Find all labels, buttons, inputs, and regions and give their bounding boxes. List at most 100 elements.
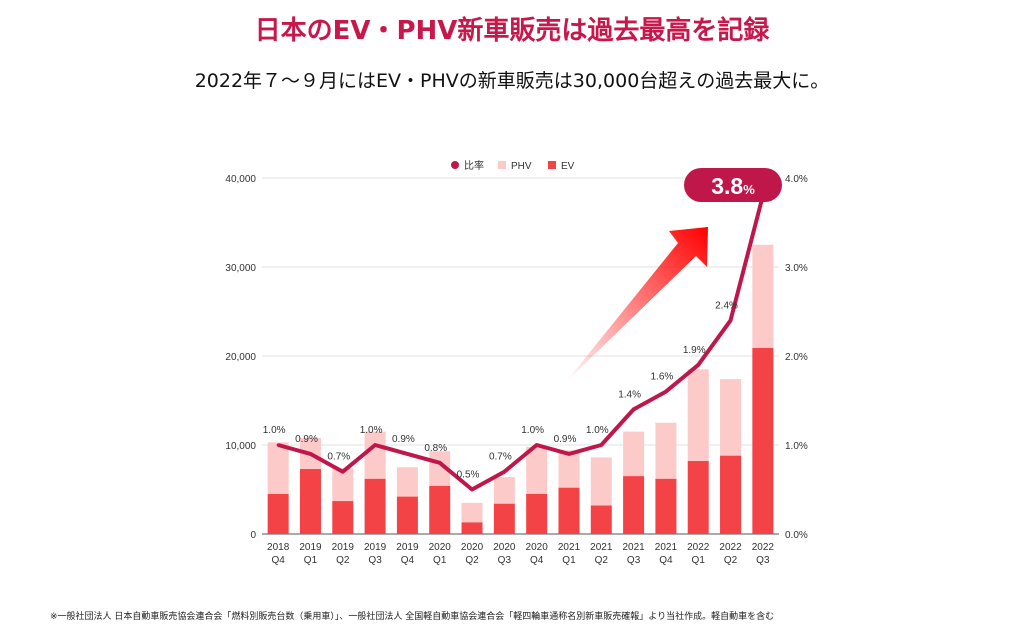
ratio-point — [405, 452, 409, 456]
ratio-data-label: 0.5% — [457, 470, 480, 481]
footnote: ※一般社団法人 日本自動車販売協会連合会「燃料別販売台数（乗用車）」、一般社団法… — [50, 612, 775, 622]
bar-ev — [429, 485, 451, 534]
x-tick-label-quarter: Q2 — [595, 555, 609, 566]
x-tick-label-quarter: Q3 — [498, 555, 512, 566]
bar-phv — [687, 369, 709, 462]
ratio-point — [470, 488, 474, 491]
bar-ev — [364, 478, 386, 534]
y-tick-label: 10,000 — [225, 441, 256, 452]
y2-tick-label: 3.0% — [785, 263, 808, 274]
ratio-data-label: 0.9% — [392, 434, 415, 445]
y-tick-label: 40,000 — [225, 174, 256, 185]
x-tick-label-quarter: Q4 — [271, 555, 285, 566]
bar-phv — [752, 244, 774, 348]
x-tick-label-year: 2022 — [719, 542, 742, 553]
ratio-data-label: 0.7% — [327, 452, 350, 463]
bar-ev — [461, 522, 483, 534]
x-tick-label-quarter: Q4 — [659, 555, 673, 566]
x-tick-label-year: 2020 — [526, 542, 549, 553]
x-tick-label-year: 2022 — [752, 542, 775, 553]
y-tick-label: 20,000 — [225, 352, 256, 363]
bar-phv — [720, 379, 742, 456]
x-tick-label-quarter: Q3 — [756, 555, 770, 566]
bar-ev — [623, 476, 645, 534]
bar-ev — [687, 461, 709, 534]
bar-ev — [590, 505, 612, 534]
ratio-point — [308, 452, 312, 456]
bar-phv — [493, 477, 515, 504]
ratio-data-label: 1.0% — [360, 425, 383, 436]
y-tick-label: 0 — [250, 530, 256, 541]
callout-unit: % — [743, 182, 755, 197]
bar-ev — [267, 493, 289, 534]
ratio-line — [277, 195, 765, 492]
y2-tick-label: 0.0% — [785, 530, 808, 541]
x-tick-label-year: 2019 — [299, 542, 322, 553]
x-tick-label-quarter: Q1 — [562, 555, 576, 566]
ratio-point — [535, 443, 539, 447]
ratio-data-label: 1.6% — [651, 372, 674, 383]
x-tick-label-quarter: Q1 — [304, 555, 318, 566]
bar-ev — [526, 493, 548, 534]
x-tick-label-year: 2021 — [558, 542, 581, 553]
ratio-point — [696, 363, 700, 367]
bar-ev — [655, 478, 677, 534]
ratio-point — [502, 470, 506, 474]
ratio-point — [341, 470, 345, 474]
bar-phv — [590, 457, 612, 506]
y2-tick-label: 2.0% — [785, 352, 808, 363]
bar-phv — [526, 446, 548, 494]
legend-label: 比率 — [464, 159, 484, 172]
x-tick-label-quarter: Q1 — [433, 555, 447, 566]
legend-ratio-marker — [451, 161, 459, 169]
bar-phv — [623, 431, 645, 477]
y2-tick-label: 1.0% — [785, 441, 808, 452]
x-tick-label-year: 2021 — [622, 542, 645, 553]
bar-phv — [364, 431, 386, 479]
ratio-data-label: 0.7% — [489, 452, 512, 463]
bar-ev — [752, 347, 774, 534]
bar-phv — [655, 422, 677, 479]
bar-ev — [720, 455, 742, 534]
y-tick-label: 30,000 — [225, 263, 256, 274]
legend-ev-marker — [548, 161, 556, 169]
bar-ev — [558, 487, 580, 534]
ratio-point — [632, 407, 636, 411]
x-tick-label-quarter: Q3 — [627, 555, 641, 566]
ratio-point — [373, 443, 377, 447]
x-tick-label-year: 2020 — [493, 542, 516, 553]
x-tick-label-year: 2018 — [267, 542, 290, 553]
y2-tick-label: 4.0% — [785, 174, 808, 185]
x-tick-label-year: 2019 — [364, 542, 387, 553]
x-tick-label-year: 2020 — [461, 542, 484, 553]
bar-ev — [396, 496, 418, 534]
x-tick-label-year: 2019 — [332, 542, 355, 553]
page-title: 日本のEV・PHV新車販売は過去最高を記録 — [254, 16, 770, 46]
ratio-data-label: 1.0% — [521, 425, 544, 436]
x-tick-label-quarter: Q2 — [336, 555, 350, 566]
legend-phv-marker — [498, 161, 506, 169]
callout-bubble — [684, 168, 782, 202]
ratio-point — [276, 443, 280, 447]
trend-arrow-icon — [565, 227, 708, 383]
ratio-data-label: 1.4% — [618, 389, 641, 400]
bar-ev — [493, 503, 515, 534]
ratio-data-label: 1.0% — [263, 425, 286, 436]
x-tick-label-quarter: Q2 — [724, 555, 738, 566]
x-tick-label-quarter: Q1 — [692, 555, 706, 566]
x-tick-label-year: 2021 — [655, 542, 678, 553]
bar-ev — [299, 469, 321, 534]
ratio-data-label: 0.9% — [295, 434, 318, 445]
bar-phv — [332, 468, 354, 502]
x-tick-label-year: 2021 — [590, 542, 613, 553]
ratio-data-label: 1.0% — [586, 425, 609, 436]
bar-phv — [396, 467, 418, 497]
ratio-data-label: 0.9% — [554, 434, 577, 445]
ratio-data-label: 2.4% — [715, 300, 738, 311]
legend-label: PHV — [511, 161, 532, 172]
ratio-point — [438, 461, 442, 465]
x-tick-label-year: 2022 — [687, 542, 710, 553]
ratio-data-label: 1.9% — [683, 345, 706, 356]
ratio-data-label: 0.8% — [424, 443, 447, 454]
